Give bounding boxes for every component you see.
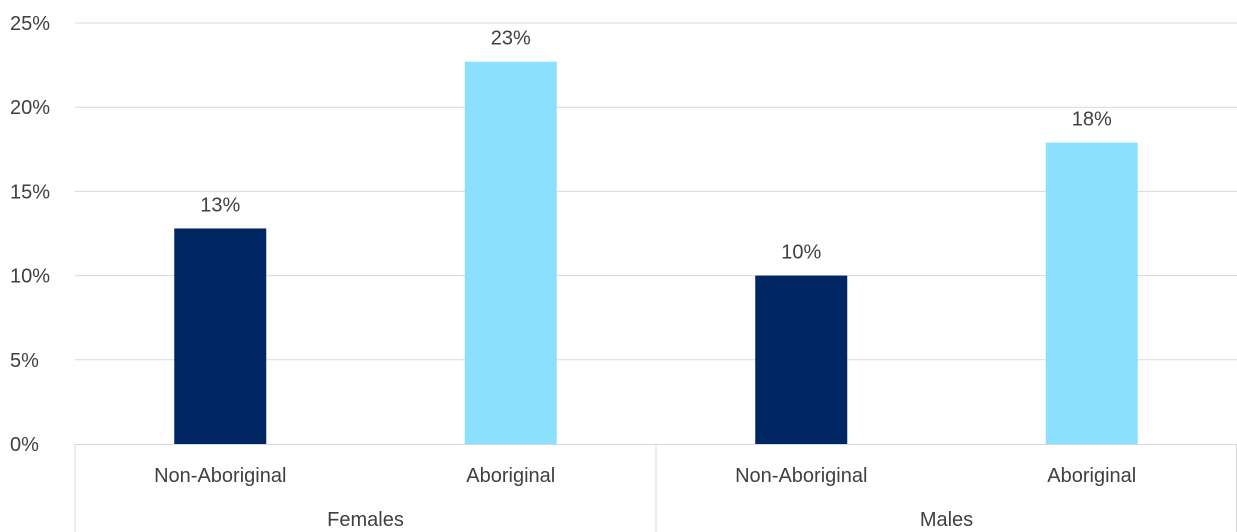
gridlines (75, 22, 1237, 361)
y-tick-label: 0% (10, 434, 39, 456)
category-label: Non-Aboriginal (735, 465, 867, 487)
y-axis-ticks: 0% 5% 10% 15% 20% 25% (10, 13, 50, 456)
x-axis: Females Non-Aboriginal Aboriginal Males Non-… (74, 444, 1237, 532)
bar (174, 228, 267, 444)
category-label: Aboriginal (1047, 465, 1136, 487)
bar (755, 275, 848, 444)
data-labels: 13% 23% 10% 18% (200, 28, 1112, 264)
y-tick-label: 10% (10, 266, 50, 288)
category-label: Aboriginal (466, 465, 555, 487)
bar (1045, 142, 1138, 444)
y-tick-label: 25% (10, 13, 50, 35)
group-label: Females (327, 509, 404, 531)
data-label: 10% (781, 242, 821, 264)
y-tick-label: 5% (10, 350, 39, 372)
data-label: 23% (491, 28, 531, 50)
y-tick-label: 20% (10, 97, 50, 119)
data-label: 18% (1072, 109, 1112, 131)
data-label: 13% (200, 194, 240, 216)
y-tick-label: 15% (10, 181, 50, 203)
group-label: Males (920, 509, 973, 531)
category-label: Non-Aboriginal (154, 465, 286, 487)
bar (464, 61, 557, 445)
bars (174, 61, 1138, 445)
